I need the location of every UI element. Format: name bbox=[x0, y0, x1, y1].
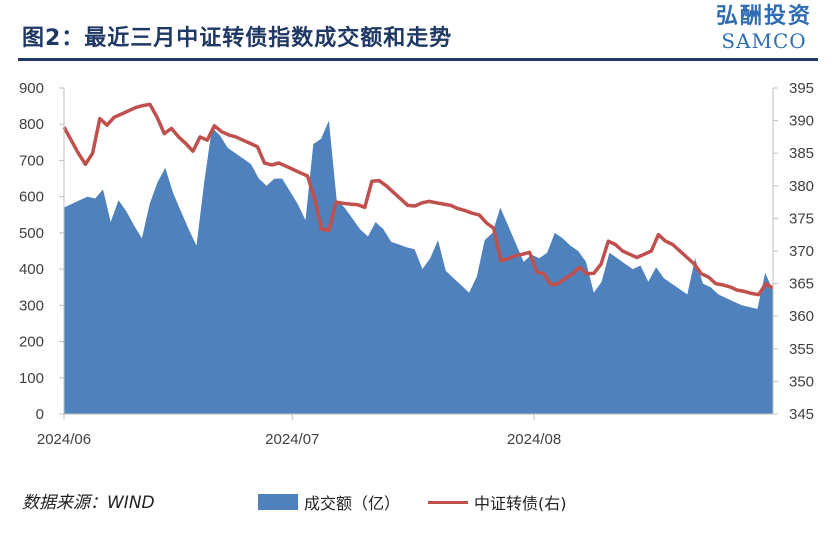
x-tick-label: 2024/07 bbox=[265, 431, 319, 448]
left-tick-label: 800 bbox=[19, 116, 44, 133]
left-tick-label: 100 bbox=[19, 370, 44, 387]
chart-title: 图2：最近三月中证转债指数成交额和走势 bbox=[22, 26, 453, 51]
brand-logo: 弘酬投资 SAMCO bbox=[716, 4, 812, 52]
left-tick-label: 0 bbox=[36, 406, 44, 423]
legend-item-index: 中证转债(右) bbox=[428, 490, 567, 514]
left-tick-label: 900 bbox=[19, 80, 44, 97]
legend-swatch-line bbox=[428, 500, 469, 504]
right-tick-label: 360 bbox=[789, 308, 814, 325]
left-tick-label: 500 bbox=[19, 225, 44, 242]
right-tick-label: 380 bbox=[789, 178, 814, 195]
left-tick-label: 600 bbox=[19, 189, 44, 206]
right-tick-label: 390 bbox=[789, 113, 814, 130]
right-tick-label: 355 bbox=[789, 341, 814, 358]
index-line bbox=[62, 102, 774, 297]
left-tick-label: 400 bbox=[19, 261, 44, 278]
volume-area bbox=[64, 120, 773, 414]
logo-english-text: SAMCO bbox=[721, 29, 807, 53]
right-tick-label: 365 bbox=[789, 276, 814, 293]
line-series-layer bbox=[62, 102, 774, 297]
legend-label-index: 中证转债(右) bbox=[474, 494, 567, 513]
x-tick-label: 2024/06 bbox=[37, 431, 91, 448]
chart-legend: 成交额（亿） 中证转债(右) bbox=[258, 490, 595, 514]
legend-swatch-area bbox=[258, 494, 298, 510]
right-tick-label: 370 bbox=[789, 243, 814, 260]
right-tick-label: 345 bbox=[789, 406, 814, 423]
title-divider bbox=[18, 58, 818, 61]
legend-item-volume: 成交额（亿） bbox=[258, 490, 400, 514]
right-tick-label: 395 bbox=[789, 80, 814, 97]
data-source-note: 数据来源：WIND bbox=[22, 493, 155, 513]
chart-canvas: 0 100 200 300 400 500 600 700 800 900 345 350 355 360… bbox=[19, 80, 814, 448]
x-tick-label: 2024/08 bbox=[507, 431, 561, 448]
area-series-layer bbox=[64, 120, 773, 414]
axes-layer: 0 100 200 300 400 500 600 700 800 900 345 350 355 360… bbox=[19, 80, 814, 448]
legend-label-volume: 成交额（亿） bbox=[304, 494, 401, 513]
logo-chinese-text: 弘酬投资 bbox=[715, 4, 812, 29]
right-tick-label: 350 bbox=[789, 373, 814, 390]
left-tick-label: 200 bbox=[19, 334, 44, 351]
left-tick-label: 700 bbox=[19, 152, 44, 169]
right-tick-label: 375 bbox=[789, 210, 814, 227]
left-tick-label: 300 bbox=[19, 297, 44, 314]
right-tick-label: 385 bbox=[789, 145, 814, 162]
